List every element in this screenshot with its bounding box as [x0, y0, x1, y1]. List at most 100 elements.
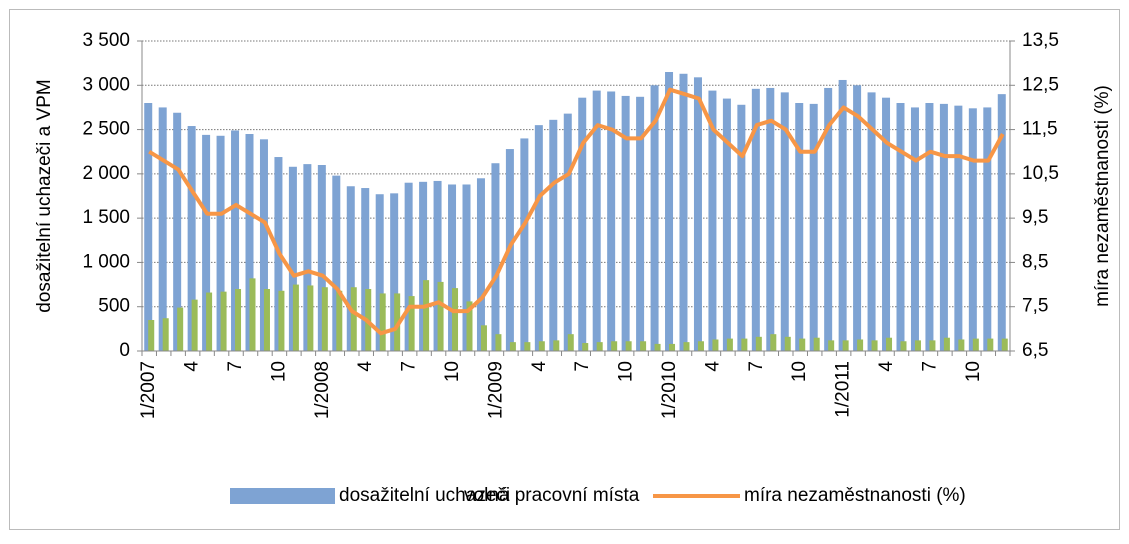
x-tick-label: 4 — [702, 361, 723, 372]
bar — [278, 290, 285, 351]
bar — [361, 188, 370, 351]
x-tick-label: 1/2009 — [485, 361, 506, 419]
bar — [317, 165, 326, 351]
bar — [437, 281, 444, 351]
x-tick-label: 10 — [789, 361, 810, 382]
bar — [621, 95, 630, 352]
x-tick-label: 1/2008 — [312, 361, 333, 419]
bar — [220, 291, 227, 351]
y2-tick-label: 10,5 — [1022, 163, 1059, 184]
x-tick-label: 4 — [529, 361, 550, 372]
bar — [640, 341, 647, 351]
x-tick-label: 4 — [355, 361, 376, 372]
x-tick-label: 4 — [876, 361, 897, 372]
bar — [607, 91, 616, 351]
x-tick-label: 4 — [182, 361, 203, 372]
bar — [462, 184, 471, 351]
y-tick-label: 2 500 — [82, 119, 130, 140]
bar — [987, 338, 994, 351]
bar — [307, 285, 314, 351]
bar — [303, 164, 312, 351]
bar — [249, 278, 256, 351]
bar — [158, 107, 167, 351]
bar — [596, 342, 603, 351]
y-tick-label: 3 000 — [82, 74, 130, 95]
bar — [882, 97, 891, 351]
bar — [741, 338, 748, 351]
bar — [480, 325, 487, 351]
bar — [784, 336, 791, 351]
bar — [567, 334, 574, 351]
bar — [534, 125, 543, 352]
bar — [509, 342, 516, 351]
legend-label: dosažitelní uchazeči — [339, 485, 510, 506]
bar — [191, 299, 198, 351]
bar — [679, 73, 688, 352]
bar — [954, 105, 963, 352]
bar — [423, 280, 430, 351]
y-tick-label: 3 500 — [82, 30, 130, 51]
bar — [235, 289, 242, 351]
y-tick-label: 500 — [98, 296, 130, 317]
bar — [202, 134, 211, 351]
bar — [914, 340, 921, 351]
bar — [726, 338, 733, 351]
bar — [925, 103, 934, 351]
bar — [857, 339, 864, 351]
bar — [636, 96, 645, 351]
bar — [263, 289, 270, 351]
bar — [419, 181, 428, 351]
x-tick-label: 7 — [225, 361, 246, 372]
bar — [144, 103, 153, 351]
x-tick-label: 10 — [963, 361, 984, 382]
bar — [697, 341, 704, 351]
bar — [162, 318, 169, 351]
bar — [910, 107, 919, 351]
bar — [332, 175, 341, 351]
bar — [867, 92, 876, 351]
bar — [939, 103, 948, 351]
bar — [722, 98, 731, 351]
y2-tick-label: 13,5 — [1022, 30, 1059, 51]
bar — [448, 184, 457, 351]
bar — [177, 307, 184, 351]
legend-swatch — [230, 488, 335, 504]
bar — [972, 338, 979, 351]
bar — [770, 334, 777, 351]
bar — [853, 85, 862, 352]
bar — [231, 130, 240, 351]
bar — [206, 292, 213, 351]
line — [148, 87, 1005, 336]
bar — [538, 341, 545, 351]
bar — [173, 112, 182, 351]
bar — [245, 134, 254, 351]
bar — [896, 103, 905, 351]
x-tick-label: 7 — [399, 361, 420, 372]
bar — [871, 340, 878, 351]
bar — [476, 178, 485, 351]
x-tick-label: 10 — [616, 361, 637, 382]
bar — [943, 337, 950, 351]
bar — [838, 79, 847, 351]
y2-tick-label: 11,5 — [1022, 119, 1058, 140]
bar — [592, 90, 601, 351]
y2-tick-label: 9,5 — [1022, 207, 1048, 228]
legend-label: volná pracovní místa — [464, 485, 640, 506]
bar — [375, 194, 384, 351]
y2-axis-title: míra nezaměstnanosti (%) — [1092, 85, 1113, 307]
bar — [288, 166, 297, 351]
y-tick-label: 1 000 — [82, 251, 130, 272]
bar — [292, 284, 299, 351]
bar — [997, 94, 1006, 352]
bar — [755, 336, 762, 351]
bar — [390, 193, 399, 351]
bar — [495, 334, 502, 351]
bar — [795, 103, 804, 351]
x-tick-label: 1/2011 — [833, 361, 854, 418]
bar — [350, 287, 357, 351]
bar — [187, 126, 196, 352]
bar — [654, 343, 661, 351]
bar — [563, 113, 572, 351]
bar — [582, 343, 589, 351]
bar — [408, 296, 415, 351]
